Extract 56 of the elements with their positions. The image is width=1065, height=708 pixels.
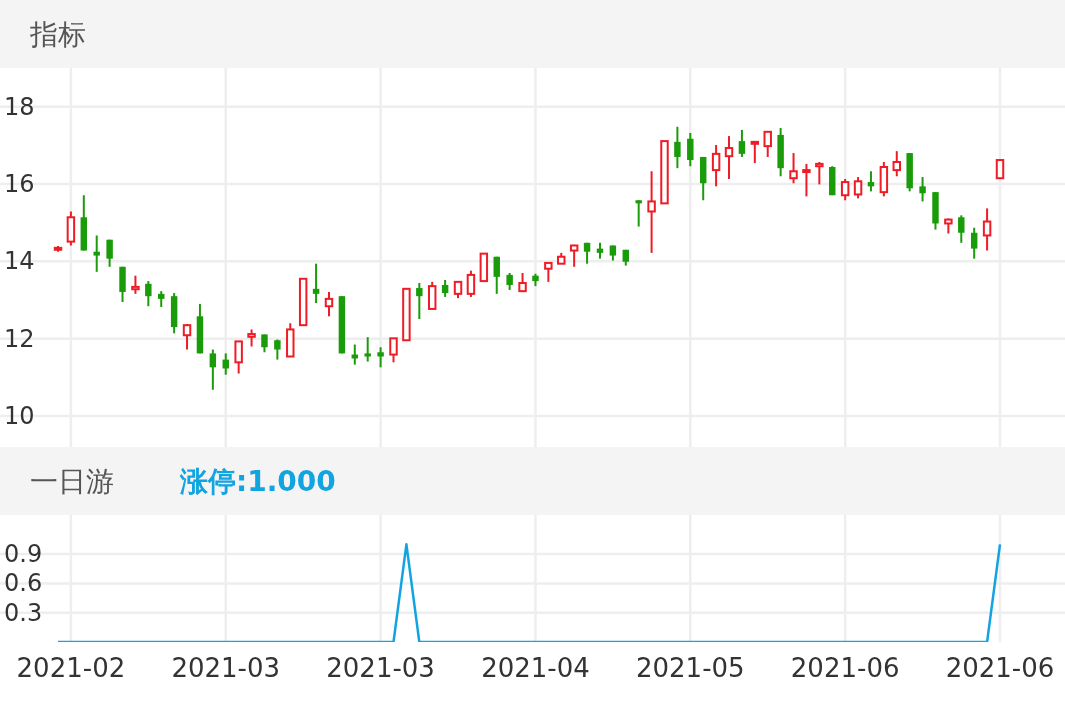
candlestick: [377, 346, 384, 369]
candlestick: [544, 261, 553, 283]
candlestick: [802, 162, 811, 198]
candlestick: [958, 214, 965, 244]
y-tick-label: 0.6: [4, 569, 43, 598]
candlestick: [674, 125, 681, 170]
candlestick: [789, 152, 798, 185]
chart-title: 指标: [29, 17, 86, 51]
candlestick: [324, 290, 334, 318]
candlestick: [647, 170, 656, 254]
candlestick: [106, 238, 113, 268]
y-tick-label: 14: [4, 247, 35, 276]
candlestick: [145, 280, 152, 308]
x-tick-label: 2021-04: [481, 653, 590, 683]
candlestick: [738, 128, 746, 158]
candlestick: [389, 337, 398, 364]
candlestick: [995, 159, 1005, 180]
y-tick-label: 10: [4, 402, 35, 431]
candlestick: [711, 143, 721, 188]
y-tick-label: 18: [4, 92, 35, 121]
candlestick: [364, 336, 371, 363]
candlestick: [970, 226, 978, 260]
y-tick-label: 0.3: [4, 598, 43, 627]
candlestick: [466, 269, 476, 298]
candlestick: [750, 140, 760, 165]
candlestick: [982, 207, 992, 252]
candlestick: [93, 234, 100, 273]
candlestick: [416, 282, 423, 320]
candlestick: [687, 131, 694, 168]
x-tick-label: 2021-03: [326, 653, 435, 683]
candlestick: [131, 274, 140, 295]
candlestick: [815, 160, 824, 186]
candlestick: [274, 338, 281, 361]
x-tick-label: 2021-03: [171, 653, 281, 683]
candlestick: [635, 199, 642, 228]
candlestick: [840, 177, 850, 202]
candlestick: [724, 135, 734, 180]
x-tick-label: 2021-05: [635, 653, 745, 683]
candlestick: [518, 271, 527, 293]
candlestick: [209, 348, 217, 391]
candlestick: [182, 323, 192, 351]
y-tick-label: 12: [4, 324, 35, 353]
candlestick: [892, 150, 901, 178]
candlestick: [763, 130, 772, 158]
y-tick-label: 0.9: [4, 540, 43, 569]
chart-subtitle: 涨停:1.000: [179, 464, 336, 498]
y-tick-label: 16: [4, 170, 35, 199]
candlestick: [493, 255, 500, 295]
x-tick-label: 2021-06: [945, 653, 1055, 683]
candlestick: [312, 262, 320, 305]
candlestick: [427, 280, 437, 310]
x-tick-label: 2021-06: [790, 653, 900, 683]
chart-title: 一日游: [30, 464, 114, 498]
candlestick: [919, 176, 926, 203]
candlestick: [234, 340, 243, 375]
x-tick-label: 2021-02: [16, 653, 126, 683]
